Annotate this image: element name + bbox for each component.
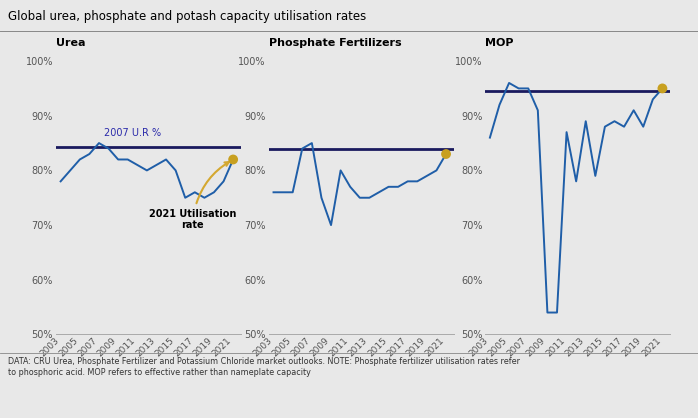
Text: DATA: CRU Urea, Phosphate Fertilizer and Potassium Chloride market outlooks. NOT: DATA: CRU Urea, Phosphate Fertilizer and… xyxy=(8,357,521,377)
Text: Urea: Urea xyxy=(56,38,85,48)
Text: MOP: MOP xyxy=(485,38,514,48)
Point xyxy=(440,150,452,157)
Text: Global urea, phosphate and potash capacity utilisation rates: Global urea, phosphate and potash capaci… xyxy=(8,10,366,23)
Text: Phosphate Fertilizers: Phosphate Fertilizers xyxy=(269,38,401,48)
Point xyxy=(657,85,668,92)
Text: 2007 U.R %: 2007 U.R % xyxy=(104,127,161,138)
Text: 2021 Utilisation
rate: 2021 Utilisation rate xyxy=(149,162,237,230)
Point xyxy=(228,156,239,163)
